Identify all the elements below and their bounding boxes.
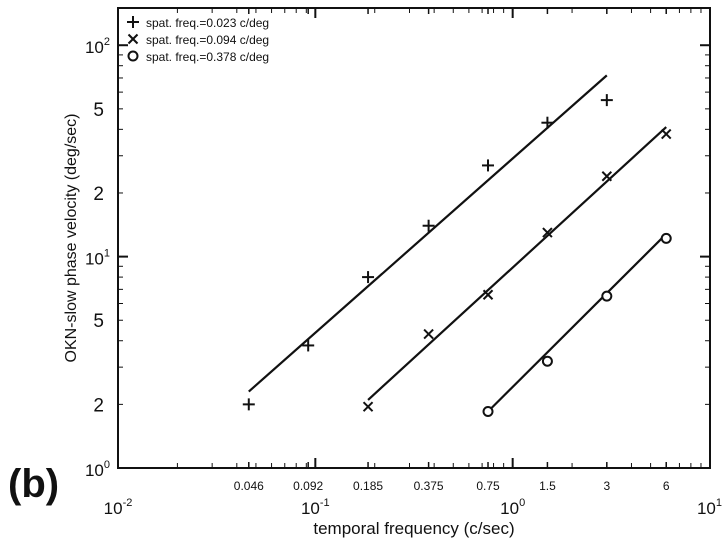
y-decade-label-base: 10	[85, 250, 104, 269]
x-decade-label-base: 10	[697, 499, 716, 518]
data-point-series-1	[422, 219, 435, 232]
x-decade-label: 10-2	[104, 497, 133, 518]
x-decade-label: 101	[697, 497, 722, 518]
x-decade-label-exponent: -2	[123, 497, 133, 509]
y-minor-label: 5	[93, 311, 104, 332]
data-point-series-1	[600, 94, 613, 107]
fit-lines	[248, 74, 667, 413]
x-decade-label-base: 10	[500, 499, 519, 518]
data-point-series-2-b	[482, 289, 494, 300]
y-decade-label-base: 10	[85, 38, 104, 57]
y-axis-label: OKN-slow phase velocity (deg/sec)	[63, 114, 80, 363]
data-point-series-2	[542, 227, 553, 238]
data-point-series-2	[423, 328, 434, 340]
x-decade-label-exponent: -1	[320, 497, 330, 509]
x-value-label: 1.5	[539, 479, 556, 493]
data-point-series-2	[362, 401, 374, 412]
y-decade-label: 101	[85, 248, 110, 269]
x-decade-label-exponent: 1	[716, 497, 722, 509]
x-value-label: 0.75	[476, 479, 500, 493]
x-decade-label: 100	[500, 497, 525, 518]
x-axis-label: temporal frequency (c/sec)	[313, 519, 514, 538]
data-point-series-1	[541, 116, 554, 129]
data-point-series-1	[362, 271, 375, 284]
x-value-label: 3	[603, 479, 610, 493]
axis-ticks	[117, 8, 711, 469]
data-point-series-1	[482, 159, 495, 172]
x-value-label: 0.185	[353, 479, 383, 493]
legend-marker-3	[127, 50, 139, 62]
fit-line-series-3	[487, 233, 667, 413]
data-point-series-2-b	[601, 171, 613, 182]
data-point-series-2	[601, 171, 613, 182]
x-decade-label-base: 10	[301, 499, 320, 518]
y-decade-label-exponent: 0	[104, 459, 110, 471]
y-decade-label-exponent: 2	[104, 36, 110, 48]
x-decade-label: 10-1	[301, 497, 330, 518]
data-point-series-3	[482, 406, 494, 418]
legend-label-3: spat. freq.=0.378 c/deg	[146, 50, 269, 64]
fit-line-series-2	[367, 126, 667, 401]
legend-marker-2-b	[127, 33, 139, 45]
legend-label-2: spat. freq.=0.094 c/deg	[146, 33, 269, 47]
data-markers	[242, 94, 672, 418]
data-point-series-3	[601, 290, 613, 302]
x-value-label: 0.092	[293, 479, 323, 493]
y-minor-label: 2	[93, 184, 104, 205]
panel-label: (b)	[8, 462, 60, 506]
legend: spat. freq.=0.023 c/deg spat. freq.=0.094…	[127, 16, 269, 64]
data-point-series-2-b	[542, 227, 553, 238]
x-value-label: 6	[663, 479, 670, 493]
x-decade-label-base: 10	[104, 499, 123, 518]
y-minor-label: 5	[93, 100, 104, 121]
data-point-series-2-b	[423, 328, 434, 340]
y-decade-label-exponent: 1	[104, 248, 110, 260]
data-point-series-2	[482, 289, 494, 300]
data-point-series-3	[660, 232, 672, 244]
data-point-series-3	[541, 355, 553, 367]
y-decade-label-base: 10	[85, 461, 104, 480]
x-value-label: 0.375	[414, 479, 444, 493]
plot-frame	[117, 7, 711, 469]
data-point-series-2	[661, 128, 672, 140]
y-minor-label: 2	[93, 395, 104, 416]
y-decade-label: 100	[85, 459, 110, 480]
data-point-series-1	[302, 339, 315, 352]
data-point-series-1	[242, 398, 255, 411]
y-decade-label: 102	[85, 36, 110, 57]
data-point-series-2-b	[661, 128, 672, 140]
x-decade-label-exponent: 0	[519, 497, 525, 509]
legend-marker-2	[127, 33, 139, 45]
legend-marker-1	[127, 16, 139, 28]
legend-label-1: spat. freq.=0.023 c/deg	[146, 16, 269, 30]
data-point-series-2-b	[362, 401, 374, 412]
x-value-label: 0.046	[234, 479, 264, 493]
